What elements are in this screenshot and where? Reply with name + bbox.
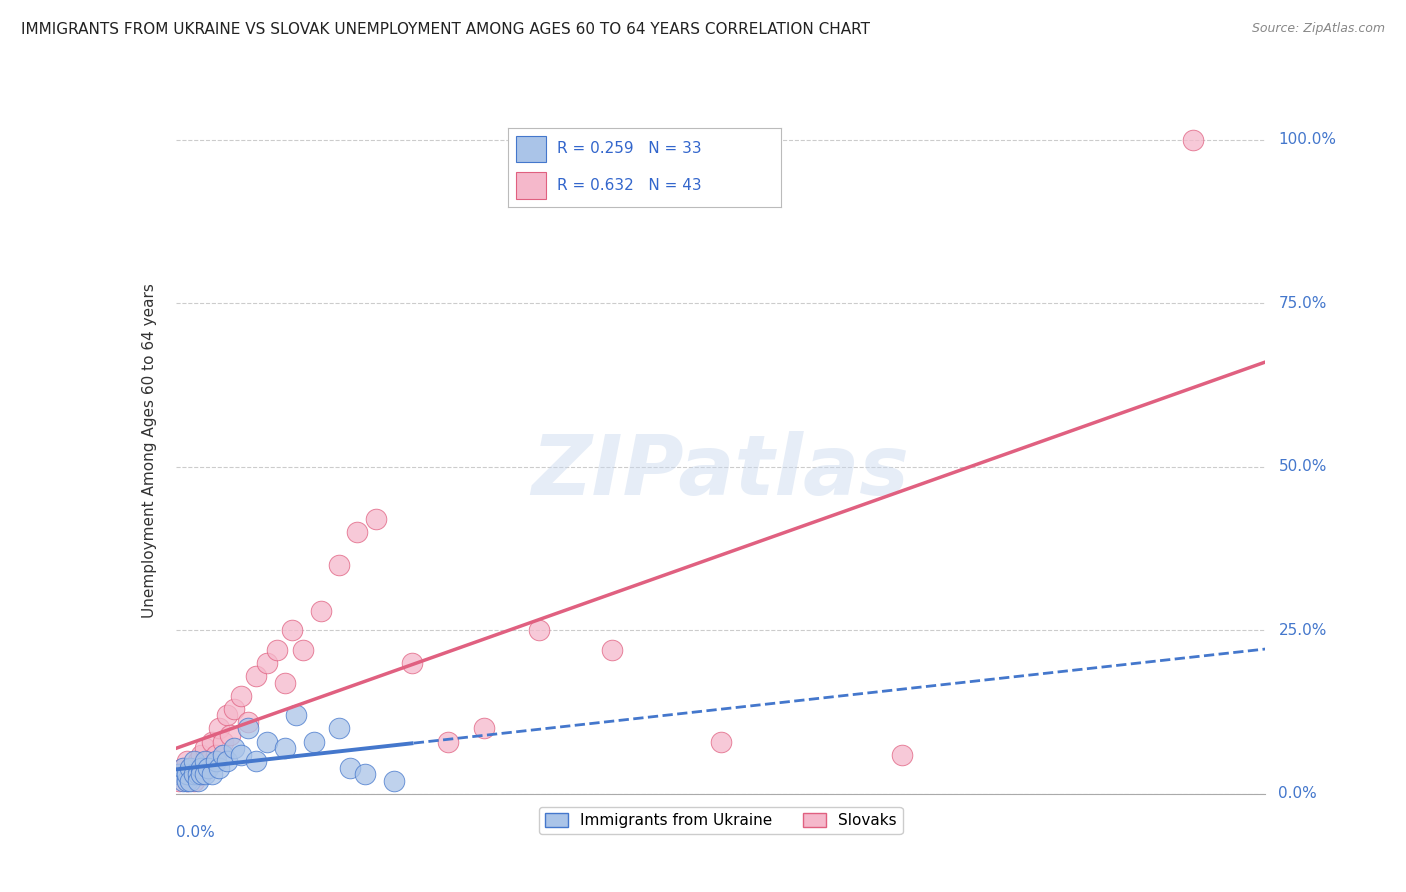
Point <box>183 754 205 768</box>
Point <box>222 702 245 716</box>
Point <box>194 754 217 768</box>
Y-axis label: Unemployment Among Ages 60 to 64 years: Unemployment Among Ages 60 to 64 years <box>142 283 157 618</box>
Point <box>169 767 191 781</box>
Point <box>172 773 194 788</box>
Point <box>353 767 375 781</box>
Point <box>231 689 253 703</box>
Text: ZIPatlas: ZIPatlas <box>531 431 910 512</box>
Point <box>328 558 350 572</box>
Point <box>219 728 242 742</box>
Point <box>527 624 550 638</box>
Point <box>183 773 205 788</box>
Point <box>176 767 198 781</box>
Text: 50.0%: 50.0% <box>1278 459 1327 475</box>
Text: Source: ZipAtlas.com: Source: ZipAtlas.com <box>1251 22 1385 36</box>
Point <box>291 643 314 657</box>
Point <box>201 734 224 748</box>
Text: 0.0%: 0.0% <box>176 825 215 839</box>
Point <box>266 643 288 657</box>
Point <box>172 767 194 781</box>
Text: 0.0%: 0.0% <box>1278 787 1317 801</box>
Point <box>309 604 332 618</box>
Text: 100.0%: 100.0% <box>1278 132 1337 147</box>
Point <box>382 773 405 788</box>
Point <box>179 761 201 775</box>
Point <box>186 754 209 768</box>
Point <box>215 708 238 723</box>
Point <box>231 747 253 762</box>
Point <box>256 656 278 670</box>
Point <box>238 722 260 736</box>
Point <box>212 734 235 748</box>
Legend: Immigrants from Ukraine, Slovaks: Immigrants from Ukraine, Slovaks <box>538 807 903 834</box>
Point <box>186 767 209 781</box>
Point <box>474 722 496 736</box>
Point <box>183 767 205 781</box>
Point <box>169 767 191 781</box>
Point <box>179 767 201 781</box>
Point <box>302 734 325 748</box>
Point <box>172 761 194 775</box>
Point <box>891 747 914 762</box>
Point <box>179 761 201 775</box>
Point <box>197 761 219 775</box>
Point <box>274 741 297 756</box>
Point <box>274 675 297 690</box>
Point <box>176 754 198 768</box>
Point <box>364 512 387 526</box>
Point <box>284 708 307 723</box>
Point <box>183 761 205 775</box>
Point <box>346 525 368 540</box>
Point <box>194 761 217 775</box>
Point <box>186 773 209 788</box>
Point <box>194 767 217 781</box>
Point <box>194 741 217 756</box>
Point <box>197 754 219 768</box>
Point <box>190 761 212 775</box>
Point <box>328 722 350 736</box>
Point <box>245 669 267 683</box>
Point <box>238 714 260 729</box>
Point <box>222 741 245 756</box>
Point <box>201 767 224 781</box>
Point <box>339 761 361 775</box>
Point <box>1181 133 1204 147</box>
Point <box>710 734 733 748</box>
Point <box>190 767 212 781</box>
Point <box>212 747 235 762</box>
Point <box>190 767 212 781</box>
Text: IMMIGRANTS FROM UKRAINE VS SLOVAK UNEMPLOYMENT AMONG AGES 60 TO 64 YEARS CORRELA: IMMIGRANTS FROM UKRAINE VS SLOVAK UNEMPL… <box>21 22 870 37</box>
Point <box>401 656 423 670</box>
Point <box>169 773 191 788</box>
Point <box>176 773 198 788</box>
Point <box>215 754 238 768</box>
Text: 25.0%: 25.0% <box>1278 623 1327 638</box>
Point <box>256 734 278 748</box>
Point <box>437 734 460 748</box>
Point <box>281 624 304 638</box>
Point <box>204 754 226 768</box>
Point <box>176 773 198 788</box>
Point <box>179 773 201 788</box>
Point <box>190 747 212 762</box>
Point <box>204 747 226 762</box>
Text: 75.0%: 75.0% <box>1278 296 1327 310</box>
Point <box>208 722 231 736</box>
Point <box>172 761 194 775</box>
Point <box>245 754 267 768</box>
Point <box>600 643 623 657</box>
Point <box>208 761 231 775</box>
